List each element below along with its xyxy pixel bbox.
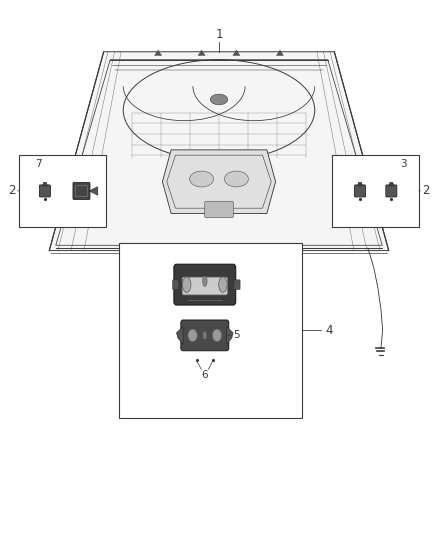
FancyBboxPatch shape bbox=[205, 201, 233, 217]
FancyBboxPatch shape bbox=[73, 182, 90, 199]
Ellipse shape bbox=[210, 94, 228, 105]
Bar bbox=[19, 155, 106, 227]
FancyBboxPatch shape bbox=[182, 277, 227, 295]
Polygon shape bbox=[162, 150, 276, 214]
Bar bbox=[332, 155, 419, 227]
FancyBboxPatch shape bbox=[181, 320, 229, 351]
Polygon shape bbox=[233, 50, 240, 55]
Polygon shape bbox=[358, 182, 362, 186]
Ellipse shape bbox=[188, 329, 198, 342]
Polygon shape bbox=[155, 50, 162, 55]
Text: 1: 1 bbox=[215, 28, 223, 41]
Text: 5: 5 bbox=[233, 330, 240, 341]
FancyBboxPatch shape bbox=[173, 280, 179, 289]
Polygon shape bbox=[89, 187, 98, 195]
FancyBboxPatch shape bbox=[174, 264, 236, 305]
FancyBboxPatch shape bbox=[354, 185, 365, 197]
Polygon shape bbox=[389, 182, 394, 186]
FancyBboxPatch shape bbox=[386, 185, 397, 197]
Ellipse shape bbox=[203, 331, 207, 340]
Ellipse shape bbox=[183, 277, 191, 293]
Polygon shape bbox=[177, 327, 183, 344]
Bar bbox=[119, 243, 302, 418]
Polygon shape bbox=[226, 327, 233, 344]
Ellipse shape bbox=[219, 277, 227, 293]
Polygon shape bbox=[49, 52, 389, 251]
Text: 7: 7 bbox=[35, 159, 41, 169]
Text: 2: 2 bbox=[8, 184, 16, 197]
Text: 2: 2 bbox=[422, 184, 430, 197]
Text: 4: 4 bbox=[325, 324, 333, 337]
Text: 3: 3 bbox=[400, 159, 407, 169]
FancyBboxPatch shape bbox=[234, 280, 240, 289]
Polygon shape bbox=[198, 50, 205, 55]
Ellipse shape bbox=[212, 329, 222, 342]
Ellipse shape bbox=[190, 171, 214, 187]
Polygon shape bbox=[42, 182, 47, 186]
FancyBboxPatch shape bbox=[39, 185, 50, 197]
Ellipse shape bbox=[202, 276, 207, 286]
Text: 6: 6 bbox=[201, 369, 208, 379]
Ellipse shape bbox=[224, 171, 248, 187]
Polygon shape bbox=[276, 50, 283, 55]
